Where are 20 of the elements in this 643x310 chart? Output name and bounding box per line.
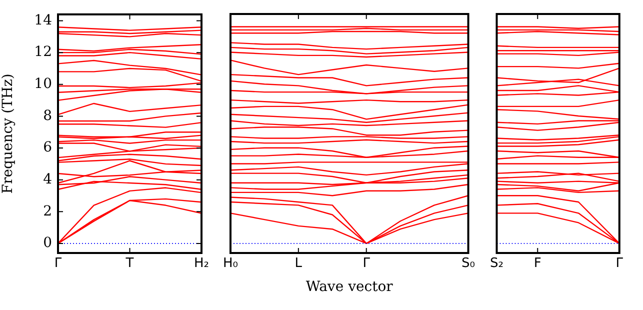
x-tick-label: Γ: [616, 256, 624, 272]
x-tick-label: F: [534, 256, 542, 272]
x-tick-label: T: [124, 256, 134, 272]
y-tick-label: 6: [43, 140, 52, 156]
x-tick-label: Γ: [54, 256, 62, 272]
x-tick-label: H₂: [194, 256, 210, 272]
x-tick-label: Γ: [362, 256, 371, 272]
y-tick-label: 12: [34, 44, 52, 60]
y-tick-label: 14: [34, 12, 52, 28]
x-axis-title: Wave vector: [306, 279, 394, 296]
y-tick-label: 0: [43, 235, 52, 252]
x-tick-label: S₂: [490, 256, 504, 272]
x-tick-label: L: [294, 256, 303, 272]
y-tick-label: 4: [43, 171, 52, 188]
x-tick-label: H₀: [222, 256, 238, 272]
y-tick-label: 10: [34, 76, 52, 92]
y-tick-label: 8: [43, 108, 52, 124]
y-axis-title: Frequency (THz): [0, 74, 16, 194]
x-tick-label: S₀: [462, 256, 476, 272]
y-tick-label: 2: [43, 203, 52, 220]
